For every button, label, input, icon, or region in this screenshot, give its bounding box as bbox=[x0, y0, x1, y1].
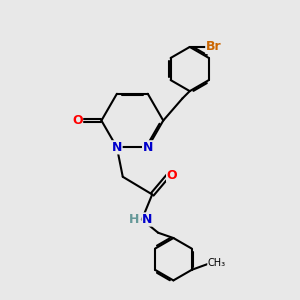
Text: N: N bbox=[112, 141, 122, 154]
Text: N: N bbox=[142, 213, 152, 226]
Text: N: N bbox=[142, 141, 153, 154]
Text: O: O bbox=[167, 169, 177, 182]
Text: O: O bbox=[72, 114, 83, 127]
Text: CH₃: CH₃ bbox=[208, 258, 226, 268]
Text: H: H bbox=[128, 213, 139, 226]
Text: Br: Br bbox=[206, 40, 221, 53]
